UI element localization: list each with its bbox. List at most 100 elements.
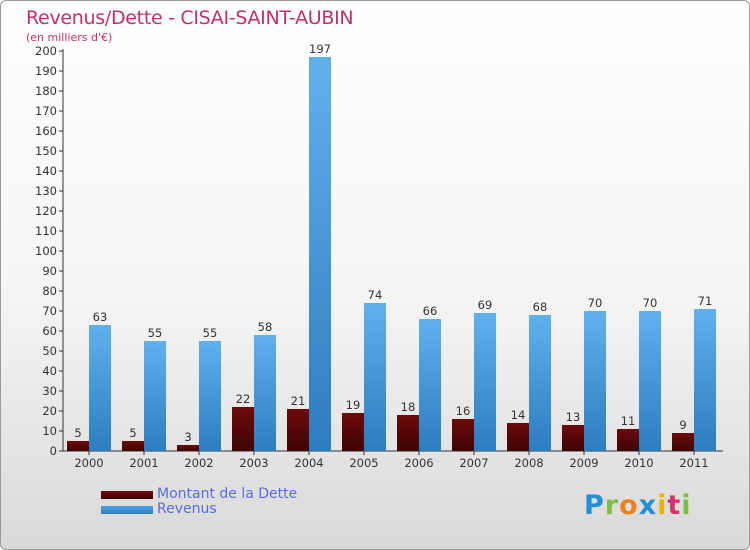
x-tick-label: 2004 <box>294 456 323 470</box>
data-label-debt: 3 <box>184 430 191 444</box>
data-label-debt: 21 <box>291 394 306 408</box>
y-tick-label: 120 <box>35 204 57 218</box>
data-label-debt: 9 <box>679 418 686 432</box>
y-tick-label: 150 <box>35 144 57 158</box>
y-tick-label: 100 <box>35 244 57 258</box>
x-tick-label: 2010 <box>624 456 653 470</box>
bar-revenue <box>364 303 386 451</box>
data-label-debt: 19 <box>346 398 361 412</box>
x-tick-label: 2002 <box>184 456 213 470</box>
logo-letter: t <box>667 490 682 521</box>
data-label-revenue: 71 <box>698 294 713 308</box>
logo-letter: r <box>604 490 620 521</box>
y-tick-label: 90 <box>42 264 57 278</box>
data-label-debt: 5 <box>129 426 136 440</box>
data-label-revenue: 55 <box>148 326 163 340</box>
logo-letter: o <box>619 490 639 521</box>
data-label-revenue: 58 <box>258 320 273 334</box>
legend-label-revenue: Revenus <box>157 501 217 517</box>
x-tick-label: 2008 <box>514 456 543 470</box>
proxiti-logo: Proxiti <box>584 490 692 521</box>
data-label-revenue: 74 <box>368 288 383 302</box>
data-label-debt: 13 <box>566 410 581 424</box>
x-tick-label: 2006 <box>404 456 433 470</box>
bar-revenue <box>309 57 331 451</box>
bar-revenue <box>199 341 221 451</box>
x-tick-label: 2007 <box>459 456 488 470</box>
legend-label-debt: Montant de la Dette <box>157 486 298 502</box>
y-tick-label: 20 <box>42 404 57 418</box>
y-tick-label: 40 <box>42 364 57 378</box>
y-tick-label: 190 <box>35 64 57 78</box>
logo-letter: i <box>657 490 668 521</box>
data-label-revenue: 66 <box>423 304 438 318</box>
bar-revenue <box>419 319 441 451</box>
bar-debt <box>672 433 694 451</box>
y-tick-label: 200 <box>35 44 57 58</box>
bar-revenue <box>144 341 166 451</box>
y-tick-label: 10 <box>42 424 57 438</box>
y-tick-label: 130 <box>35 184 57 198</box>
bar-revenue <box>254 335 276 451</box>
bar-revenue <box>89 325 111 451</box>
y-tick-label: 50 <box>42 344 57 358</box>
data-label-revenue: 55 <box>203 326 218 340</box>
y-tick-label: 70 <box>42 304 57 318</box>
bar-debt <box>507 423 529 451</box>
bar-revenue <box>474 313 496 451</box>
data-label-debt: 16 <box>456 404 471 418</box>
data-label-debt: 18 <box>401 400 416 414</box>
data-label-revenue: 70 <box>588 296 603 310</box>
bar-debt <box>287 409 309 451</box>
y-tick-label: 0 <box>50 444 57 458</box>
x-tick-label: 2001 <box>129 456 158 470</box>
bar-debt <box>562 425 584 451</box>
y-tick-label: 60 <box>42 324 57 338</box>
legend: Montant de la Dette Revenus <box>101 487 297 517</box>
x-tick-label: 2003 <box>239 456 268 470</box>
bar-debt <box>452 419 474 451</box>
legend-item-revenue: Revenus <box>101 502 297 517</box>
data-label-revenue: 70 <box>643 296 658 310</box>
bar-revenue <box>584 311 606 451</box>
y-tick-label: 140 <box>35 164 57 178</box>
y-tick-label: 80 <box>42 284 57 298</box>
data-label-debt: 11 <box>621 414 636 428</box>
x-tick-label: 2000 <box>74 456 103 470</box>
logo-letter: i <box>681 490 692 521</box>
legend-swatch-revenue <box>101 505 153 514</box>
logo-letter: x <box>638 490 658 521</box>
bar-revenue <box>639 311 661 451</box>
legend-item-debt: Montant de la Dette <box>101 487 297 502</box>
data-label-debt: 5 <box>74 426 81 440</box>
data-label-debt: 14 <box>511 408 526 422</box>
chart-title: Revenus/Dette - CISAI-SAINT-AUBIN <box>26 7 354 29</box>
legend-swatch-debt <box>101 490 153 499</box>
logo-letter: P <box>584 490 605 521</box>
bar-debt <box>67 441 89 451</box>
x-tick-label: 2011 <box>679 456 708 470</box>
y-tick-label: 160 <box>35 124 57 138</box>
x-tick-label: 2005 <box>349 456 378 470</box>
x-tick-label: 2009 <box>569 456 598 470</box>
bar-revenue <box>694 309 716 451</box>
bar-debt <box>122 441 144 451</box>
bar-debt <box>232 407 254 451</box>
chart-subtitle: (en milliers d'€) <box>26 31 113 44</box>
y-tick-label: 30 <box>42 384 57 398</box>
bar-debt <box>617 429 639 451</box>
data-label-debt: 22 <box>236 392 251 406</box>
bar-debt <box>177 445 199 451</box>
data-label-revenue: 69 <box>478 298 493 312</box>
y-tick-label: 180 <box>35 84 57 98</box>
y-tick-label: 170 <box>35 104 57 118</box>
y-tick-label: 110 <box>35 224 57 238</box>
data-label-revenue: 68 <box>533 300 548 314</box>
data-label-revenue: 197 <box>309 42 331 56</box>
bar-revenue <box>529 315 551 451</box>
bar-debt <box>397 415 419 451</box>
data-label-revenue: 63 <box>93 310 108 324</box>
bar-debt <box>342 413 364 451</box>
